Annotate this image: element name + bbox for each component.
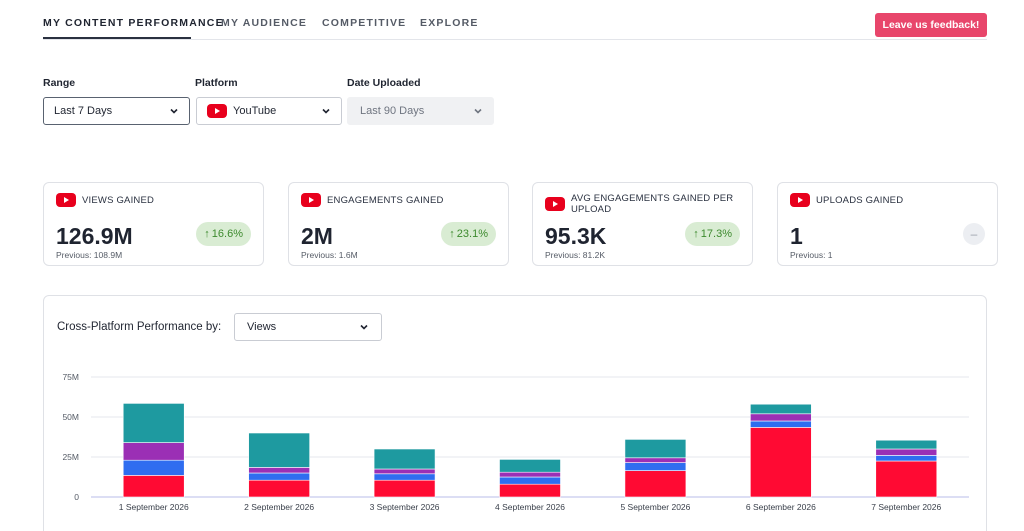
top-nav: MY CONTENT PERFORMANCE MY AUDIENCE COMPE… [43,0,987,40]
y-tick-label: 75M [62,372,79,382]
tab-my-content-performance[interactable]: MY CONTENT PERFORMANCE [43,17,224,29]
stacked-bar-chart: 0 25M 50M 75M 1 September 2026 2 September 20… [62,372,969,512]
bar-segment [750,420,812,428]
bar-segment [624,470,687,498]
kpi-title: VIEWS GAINED [82,194,155,206]
kpi-value: 1 [790,223,803,249]
metric-select[interactable]: Views [234,313,382,341]
active-tab-indicator [43,37,191,39]
arrow-up-icon: ↑ [693,228,699,240]
bar-segment [624,439,687,459]
kpi-card-uploads-gained: UPLOADS GAINED 1 Previous: 1 – [777,182,998,266]
y-tick-label: 0 [74,492,79,502]
panel-title: Cross-Platform Performance by: [57,321,222,333]
bar-segment [499,483,561,498]
x-tick-label: 6 September 2026 [746,502,816,512]
bar-segment [122,442,185,461]
bar-segment [248,472,310,481]
bar-segment [122,403,185,443]
y-tick-label: 25M [62,452,79,462]
bar-segment [248,432,310,468]
range-select[interactable]: Last 7 Days [43,97,190,125]
arrow-up-icon: ↑ [449,228,455,240]
date-uploaded-select: Last 90 Days [347,97,494,125]
range-label: Range [43,77,76,89]
kpi-card-views-gained: VIEWS GAINED 126.9M Previous: 108.9M ↑ 16… [43,182,264,266]
change-value: 23.1% [456,228,488,240]
tab-competitive[interactable]: COMPETITIVE [322,17,407,29]
kpi-title: ENGAGEMENTS GAINED [327,194,444,206]
kpi-card-engagements-gained: ENGAGEMENTS GAINED 2M Previous: 1.6M ↑ 23… [288,182,509,266]
bar-segment [875,448,938,456]
bar-segment [875,439,938,450]
date-uploaded-value: Last 90 Days [360,105,425,117]
bar-segment [373,468,436,475]
bar-segment [122,475,185,498]
cross-platform-panel: Cross-Platform Performance by: Views 0 25… [43,295,987,531]
youtube-icon [545,197,565,211]
chevron-down-icon [322,108,330,114]
bar-segment [373,448,436,470]
kpi-previous: Previous: 1.6M [301,250,358,260]
range-value: Last 7 Days [54,105,113,117]
arrow-up-icon: ↑ [204,228,210,240]
chevron-down-icon [360,324,368,330]
change-badge: ↑ 23.1% [441,222,496,246]
x-tick-label: 5 September 2026 [620,502,690,512]
bar-segment [750,403,812,415]
y-tick-label: 50M [62,412,79,422]
bar-segment [373,473,436,481]
bar-segment [499,471,561,478]
bar-segment [122,459,185,476]
change-value: 16.6% [211,228,243,240]
bar-segment [499,459,561,473]
bar-segment [624,462,687,471]
youtube-icon [301,193,321,207]
x-tick-label: 3 September 2026 [370,502,440,512]
date-uploaded-label: Date Uploaded [347,77,421,89]
kpi-previous: Previous: 1 [790,250,833,260]
bar-segment [875,460,938,498]
change-value: 17.3% [700,228,732,240]
bar-segment [624,457,687,463]
bar-segment [248,479,310,498]
platform-label: Platform [195,77,238,89]
kpi-card-avg-engagements-per-upload: AVG ENGAGEMENTS GAINED PER UPLOAD 95.3K … [532,182,753,266]
chevron-down-icon [170,108,178,114]
bar-segment [248,467,310,474]
kpi-previous: Previous: 108.9M [56,250,123,260]
youtube-icon [207,104,227,118]
leave-feedback-button[interactable]: Leave us feedback! [875,13,987,37]
kpi-value: 2M [301,223,333,249]
x-tick-label: 7 September 2026 [871,502,941,512]
tab-explore[interactable]: EXPLORE [420,17,479,29]
x-tick-label: 4 September 2026 [495,502,565,512]
platform-value: YouTube [233,105,277,117]
youtube-icon [790,193,810,207]
kpi-previous: Previous: 81.2K [545,250,606,260]
neutral-change-icon: – [963,223,985,245]
youtube-icon [56,193,76,207]
bar-segment [875,455,938,462]
kpi-title: AVG ENGAGEMENTS GAINED PER UPLOAD [571,193,734,215]
change-badge: ↑ 17.3% [685,222,740,246]
platform-select[interactable]: YouTube [196,97,342,125]
tab-my-audience[interactable]: MY AUDIENCE [221,17,308,29]
chevron-down-icon [474,108,482,114]
kpi-title: UPLOADS GAINED [816,194,904,206]
bar-segment [499,476,561,485]
bar-segment [373,479,436,498]
bar-segment [750,413,812,422]
kpi-value: 126.9M [56,223,133,249]
kpi-value: 95.3K [545,223,607,249]
bar-segment [750,427,812,498]
x-tick-label: 1 September 2026 [119,502,189,512]
change-badge: ↑ 16.6% [196,222,251,246]
x-tick-label: 2 September 2026 [244,502,314,512]
metric-value: Views [247,321,277,333]
